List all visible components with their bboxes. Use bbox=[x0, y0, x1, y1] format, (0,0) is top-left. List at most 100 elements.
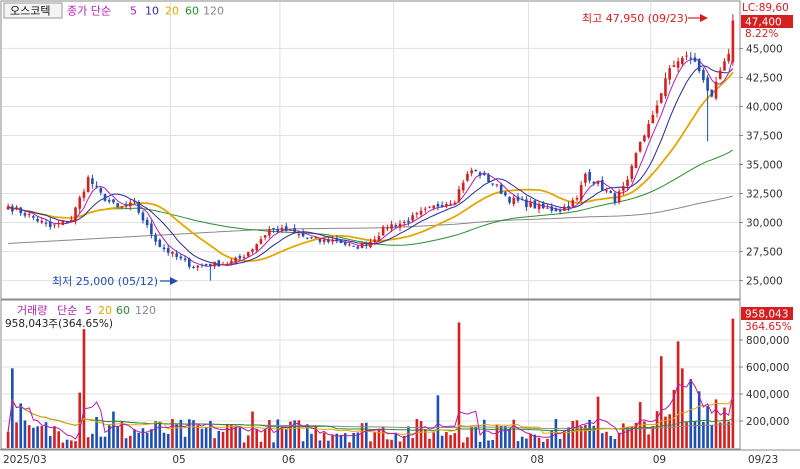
candle-body bbox=[689, 57, 693, 59]
candle-body bbox=[209, 263, 212, 267]
volume-bar bbox=[61, 442, 65, 448]
candle-body bbox=[706, 77, 709, 91]
volume-bar bbox=[588, 419, 591, 448]
volume-bar bbox=[419, 421, 423, 448]
candle-body bbox=[82, 191, 86, 198]
volume-bar bbox=[78, 392, 82, 448]
volume-bar bbox=[681, 368, 684, 448]
volume-bar bbox=[145, 432, 149, 448]
ma-120-line bbox=[8, 195, 734, 244]
candle-body bbox=[166, 248, 170, 253]
volume-bar bbox=[596, 396, 600, 448]
volume-bar bbox=[310, 433, 313, 448]
candle-body bbox=[360, 242, 364, 249]
candle-body bbox=[343, 242, 347, 245]
volume-bar bbox=[491, 439, 495, 448]
candle-body bbox=[466, 173, 469, 181]
volume-bar bbox=[276, 419, 280, 448]
volume-bar bbox=[718, 422, 722, 448]
volume-ma-lines bbox=[7, 379, 734, 440]
candle-body bbox=[664, 78, 667, 97]
candle-body bbox=[234, 257, 237, 263]
volume-bar bbox=[251, 411, 254, 448]
volume-bar bbox=[600, 433, 604, 448]
volume-bar bbox=[415, 419, 419, 448]
candle-body bbox=[630, 165, 634, 179]
volume-bar bbox=[445, 431, 448, 448]
volume-bar bbox=[183, 436, 187, 448]
volume-bar bbox=[116, 426, 119, 448]
volume-bar bbox=[57, 431, 60, 448]
volume-bar bbox=[166, 433, 170, 448]
volume-bar bbox=[723, 407, 726, 448]
volume-bar bbox=[706, 406, 709, 448]
volume-bar bbox=[504, 426, 507, 448]
volume-bar bbox=[512, 419, 516, 448]
y-axis: 45,000 42,500 40,000 37,500 35,000 32,500 30,0… bbox=[739, 43, 789, 428]
volume-legend: 거래량 단순 5 20 60 120 958,043주(364.65%) bbox=[5, 304, 156, 330]
candle-body bbox=[318, 239, 322, 242]
candle-body bbox=[622, 186, 625, 191]
volume-bar bbox=[124, 438, 128, 448]
candle-body bbox=[297, 234, 301, 236]
candle-body bbox=[356, 246, 360, 249]
volume-bar bbox=[364, 422, 368, 448]
candle-body bbox=[541, 203, 545, 209]
volume-bar bbox=[520, 436, 524, 448]
volume-bar bbox=[129, 435, 132, 448]
volume-bar bbox=[668, 414, 671, 448]
candle-body bbox=[120, 206, 124, 208]
candle-body bbox=[423, 208, 427, 210]
volume-bar bbox=[617, 432, 621, 448]
x-tick-label: 2025/03 bbox=[3, 454, 47, 466]
volume-bar bbox=[204, 426, 208, 448]
candle-body bbox=[196, 265, 200, 268]
volume-bar bbox=[162, 432, 166, 448]
volume-bar bbox=[242, 442, 246, 448]
volume-bar bbox=[95, 416, 98, 448]
volume-tick-label: 600,000 bbox=[746, 362, 789, 374]
volume-bar bbox=[314, 425, 318, 448]
stock-name-box[interactable] bbox=[3, 2, 63, 19]
candle-body bbox=[27, 214, 31, 216]
price-tick-label: 45,000 bbox=[746, 43, 783, 55]
candle-body bbox=[179, 256, 183, 259]
volume-bar bbox=[470, 427, 473, 448]
candle-body bbox=[440, 205, 444, 207]
volume-bar bbox=[727, 421, 730, 448]
volume-bar bbox=[53, 426, 56, 448]
candle-body bbox=[124, 204, 128, 206]
candle-body bbox=[655, 105, 659, 114]
candle-body bbox=[61, 220, 65, 226]
candle-body bbox=[53, 224, 56, 226]
candle-body bbox=[150, 223, 153, 235]
volume-bar bbox=[571, 421, 575, 448]
candle-body bbox=[714, 81, 718, 99]
candle-body bbox=[588, 171, 591, 181]
lc-label: LC:89,60 bbox=[742, 2, 789, 14]
candle-body bbox=[6, 206, 10, 210]
price-tick-label: 27,500 bbox=[746, 247, 783, 259]
candle-body bbox=[398, 223, 402, 228]
stock-name: 오스코텍 bbox=[10, 5, 50, 18]
candle-body bbox=[461, 182, 465, 191]
candle-body bbox=[558, 210, 562, 212]
volume-bar bbox=[461, 442, 465, 448]
candle-body bbox=[402, 221, 406, 223]
volume-bar bbox=[259, 441, 263, 448]
volume-bar bbox=[731, 318, 735, 448]
high-annotation-text: 최고 47,950 (09/23) bbox=[582, 12, 688, 25]
volume-bar bbox=[613, 438, 617, 448]
volume-bar bbox=[225, 423, 229, 448]
candle-body bbox=[137, 201, 141, 213]
candle-body bbox=[584, 173, 587, 183]
candle-body bbox=[171, 251, 174, 254]
candle-body bbox=[293, 228, 296, 233]
volume-bar bbox=[651, 426, 655, 448]
candle-body bbox=[377, 236, 381, 242]
volume-bar bbox=[238, 427, 242, 448]
volume-bar bbox=[331, 435, 334, 448]
volume-bar bbox=[525, 438, 528, 448]
volume-bar bbox=[23, 420, 27, 448]
volume-bar bbox=[360, 423, 364, 448]
